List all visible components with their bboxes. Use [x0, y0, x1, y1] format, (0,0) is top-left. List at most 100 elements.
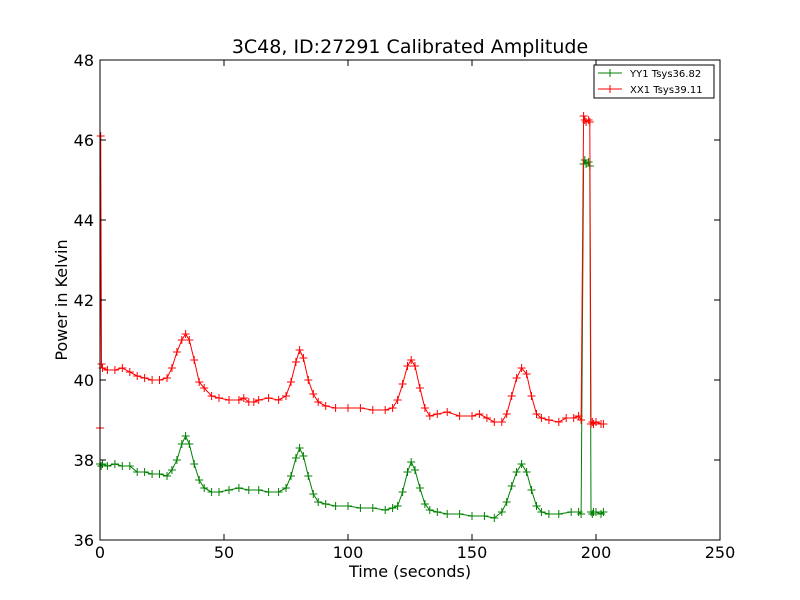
data-point [181, 330, 190, 338]
data-point [403, 362, 412, 370]
data-point [234, 484, 243, 492]
data-point [407, 458, 416, 466]
data-point [592, 508, 600, 516]
data-point [544, 416, 553, 424]
x-tick-label: 50 [214, 543, 234, 562]
data-point [155, 470, 164, 478]
data-point [443, 510, 452, 518]
data-point [468, 512, 476, 520]
data-point [181, 432, 190, 440]
data-point [490, 418, 499, 426]
data-point [507, 482, 516, 490]
x-tick-label: 150 [457, 543, 488, 562]
data-point [177, 336, 186, 344]
data-point [282, 392, 290, 400]
data-point [215, 488, 223, 496]
data-point [502, 498, 511, 506]
chart-title: 3C48, ID:27291 Calibrated Amplitude [232, 36, 588, 58]
data-point [207, 392, 216, 400]
y-tick-label: 36 [74, 531, 94, 550]
data-point [577, 510, 586, 518]
data-point [185, 336, 194, 344]
data-point [468, 412, 476, 420]
series-layer [96, 112, 608, 522]
data-point [234, 396, 243, 404]
y-axis-label: Power in Kelvin [52, 239, 71, 360]
data-point [407, 356, 416, 364]
data-point [215, 394, 223, 402]
data-point [490, 514, 499, 522]
data-point [244, 486, 253, 494]
data-point [388, 504, 397, 512]
legend-box [593, 64, 715, 99]
data-point [517, 364, 526, 372]
data-point [554, 510, 563, 518]
data-point [585, 118, 594, 126]
data-point [291, 454, 300, 462]
data-point [415, 484, 424, 492]
data-point [97, 360, 106, 368]
data-point [148, 470, 157, 478]
plot-area [100, 60, 720, 540]
data-point [455, 412, 464, 420]
data-point [381, 406, 390, 414]
data-point [537, 414, 546, 422]
data-point [299, 354, 308, 362]
data-point [163, 374, 171, 382]
data-point [195, 378, 204, 386]
data-point [411, 466, 419, 474]
data-point [200, 484, 209, 492]
data-point [502, 410, 511, 418]
data-point [507, 392, 516, 400]
data-point [433, 410, 442, 418]
data-point [299, 452, 308, 460]
data-point [592, 418, 600, 426]
data-point [425, 412, 434, 420]
data-point [125, 462, 134, 470]
data-point [274, 396, 283, 404]
data-point [331, 404, 340, 412]
data-point [295, 346, 304, 354]
y-tick-label: 44 [74, 211, 94, 230]
data-point [331, 502, 340, 510]
data-point [264, 488, 273, 496]
data-point [282, 484, 290, 492]
data-point [110, 460, 119, 468]
legend-label-xx1: XX1 Tsys39.11 [630, 85, 703, 96]
data-point [398, 488, 407, 496]
data-point [562, 414, 571, 422]
data-point [264, 394, 273, 402]
data-point [225, 486, 233, 494]
data-point [482, 414, 491, 422]
data-point [527, 486, 536, 494]
data-point [544, 510, 553, 518]
data-point [420, 404, 429, 412]
data-point [588, 510, 597, 518]
data-point [200, 384, 209, 392]
data-point [185, 440, 194, 448]
data-point [455, 510, 464, 518]
data-point [554, 418, 563, 426]
data-point [497, 508, 506, 516]
data-point [517, 460, 526, 468]
data-point [433, 508, 442, 516]
data-point [480, 512, 489, 520]
data-point [393, 502, 402, 510]
data-point [118, 364, 127, 372]
legend-marker-yy1 [606, 69, 614, 77]
data-point [103, 366, 112, 374]
data-point [411, 362, 419, 370]
data-point [287, 472, 295, 480]
data-point [527, 392, 536, 400]
legend: YY1 Tsys36.82 XX1 Tsys39.11 [593, 64, 715, 99]
series-1 [96, 112, 608, 432]
data-point [304, 376, 313, 384]
legend-marker-xx1 [606, 85, 614, 93]
data-point [567, 508, 576, 516]
data-point [512, 374, 521, 382]
data-point [580, 156, 589, 164]
data-point [388, 404, 397, 412]
data-point [497, 418, 506, 426]
data-point [522, 370, 531, 378]
